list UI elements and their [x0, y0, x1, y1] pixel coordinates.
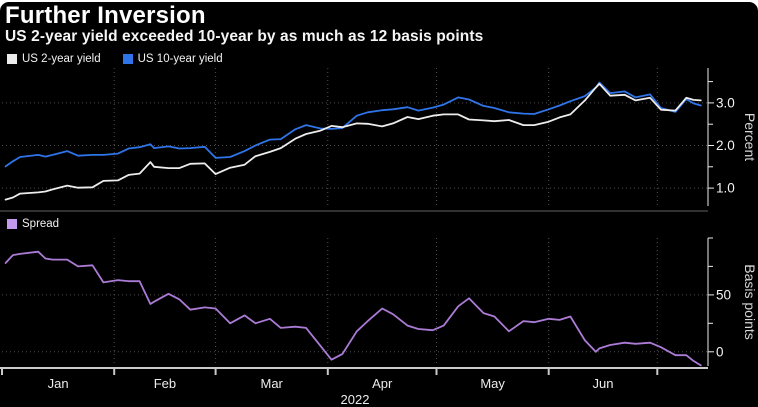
- legend-swatch-2-year-icon: [7, 54, 17, 64]
- chart-title: Further Inversion: [5, 2, 206, 29]
- legend-item-2-year: US 2-year yield: [7, 53, 101, 65]
- y-tick-label: 1.0: [716, 181, 735, 196]
- y-tick-label: 3.0: [716, 95, 735, 110]
- y-axis-title: Basis points: [742, 264, 758, 339]
- yields-legend: US 2-year yield US 10-year yield: [7, 53, 223, 65]
- y-tick-label: 0: [716, 344, 724, 359]
- x-year-label: 2022: [341, 392, 370, 407]
- series-line-us-2-year-yield: [4, 82, 702, 201]
- legend-label-2-year: US 2-year yield: [22, 53, 101, 65]
- y-tick-label: 2.0: [716, 138, 735, 153]
- legend-label-10-year: US 10-year yield: [137, 53, 223, 65]
- x-month-label: Jun: [593, 376, 614, 391]
- y-axis-title: Percent: [742, 113, 758, 161]
- y-tick-label: 50: [716, 287, 731, 302]
- x-month-label: Feb: [154, 376, 176, 391]
- x-month-label: Jan: [48, 376, 69, 391]
- legend-swatch-10-year-icon: [122, 54, 133, 64]
- x-month-label: Mar: [261, 376, 284, 391]
- legend-item-10-year: US 10-year yield: [122, 53, 223, 65]
- legend-swatch-spread-icon: [7, 219, 17, 229]
- legend-item-spread: Spread: [7, 218, 59, 230]
- series-line-spread: [4, 250, 702, 367]
- spread-legend: Spread: [7, 218, 59, 230]
- chart-subtitle: US 2-year yield exceeded 10-year by as m…: [5, 28, 484, 45]
- legend-label-spread: Spread: [22, 218, 60, 230]
- x-month-label: Apr: [372, 376, 393, 391]
- x-month-label: May: [480, 376, 505, 391]
